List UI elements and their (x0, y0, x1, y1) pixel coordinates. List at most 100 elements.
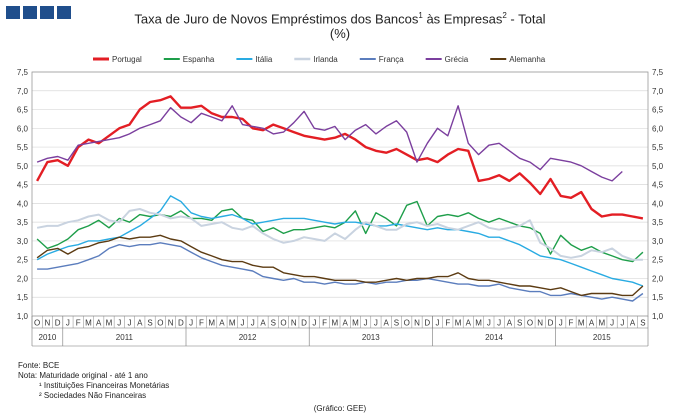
x-month-label: S (147, 319, 152, 328)
y-tick-label-right: 5,5 (652, 143, 664, 152)
x-month-label: N (291, 319, 297, 328)
x-month-label: N (45, 319, 51, 328)
x-year-label: 2011 (116, 333, 134, 342)
y-tick-label-left: 6,0 (17, 124, 29, 133)
x-month-label: F (445, 319, 450, 328)
legend-label: Portugal (112, 55, 142, 64)
logo (6, 6, 71, 19)
x-month-label: F (76, 319, 81, 328)
legend-label: Itália (255, 55, 272, 64)
line-chart: 1,0 1,0 1,5 1,5 2,0 2,0 2,5 2,5 3,0 3,0 3,5 3,5 4,0 4… (17, 55, 664, 347)
y-tick-label-left: 3,5 (17, 218, 29, 227)
y-tick-label-right: 2,0 (652, 274, 664, 283)
x-month-label: A (507, 319, 513, 328)
x-month-label: M (578, 319, 585, 328)
x-month-label: M (475, 319, 482, 328)
x-month-label: O (34, 319, 40, 328)
y-tick-label-right: 4,0 (652, 199, 664, 208)
y-tick-label-left: 1,0 (17, 312, 29, 321)
x-month-label: A (260, 319, 266, 328)
y-tick-label-right: 6,0 (652, 124, 664, 133)
y-tick-label-right: 3,5 (652, 218, 664, 227)
x-month-label: M (106, 319, 113, 328)
x-month-label: S (394, 319, 399, 328)
chart-subtitle: (%) (329, 26, 351, 42)
x-month-label: M (455, 319, 462, 328)
series-line-alemanha (36, 234, 644, 297)
x-month-label: F (322, 319, 327, 328)
x-month-label: J (497, 319, 501, 328)
legend-label: Grécia (445, 55, 469, 64)
y-tick-label-left: 6,5 (17, 106, 29, 115)
series-line-grécia (36, 105, 623, 182)
x-month-label: N (414, 319, 420, 328)
x-year-label: 2014 (485, 333, 503, 342)
x-year-label: 2013 (362, 333, 380, 342)
y-tick-label-left: 4,0 (17, 199, 29, 208)
x-month-label: J (189, 319, 193, 328)
x-month-label: J (436, 319, 440, 328)
chart-title-line1: Taxa de Juro de Novos Empréstimos dos Ba… (134, 11, 546, 27)
maturity-note: Nota: Maturidade original - até 1 ano (18, 371, 148, 380)
x-month-label: D (55, 319, 61, 328)
footnote-1: ¹ Instituições Financeiras Monetárias (39, 381, 170, 390)
series-line-espanha (36, 200, 644, 263)
y-tick-label-right: 7,0 (652, 87, 664, 96)
y-tick-label-right: 2,5 (652, 256, 664, 265)
x-month-label: O (404, 319, 410, 328)
x-year-label: 2015 (593, 333, 611, 342)
y-tick-label-left: 1,5 (17, 293, 29, 302)
y-tick-label-right: 7,5 (652, 68, 664, 77)
x-year-label: 2010 (39, 333, 57, 342)
y-tick-label-left: 4,5 (17, 181, 29, 190)
y-tick-label-right: 6,5 (652, 106, 664, 115)
x-month-label: J (364, 319, 368, 328)
x-month-label: A (342, 319, 348, 328)
x-month-label: M (229, 319, 236, 328)
x-month-label: A (384, 319, 390, 328)
legend-label: Alemanha (509, 55, 546, 64)
x-month-label: J (66, 319, 70, 328)
y-tick-label-left: 7,5 (17, 68, 29, 77)
x-month-label: A (589, 319, 595, 328)
x-month-label: J (128, 319, 132, 328)
y-tick-label-right: 5,0 (652, 162, 664, 171)
y-tick-label-left: 7,0 (17, 87, 29, 96)
x-month-label: J (117, 319, 121, 328)
series-line-irlanda (36, 208, 643, 261)
logo-square (57, 6, 71, 19)
x-month-label: N (168, 319, 174, 328)
y-tick-label-left: 5,0 (17, 162, 29, 171)
chart-credit: (Gráfico: GEE) (313, 404, 367, 413)
legend-label: Espanha (183, 55, 215, 64)
x-month-label: S (517, 319, 522, 328)
x-month-label: O (527, 319, 533, 328)
x-month-label: J (374, 319, 378, 328)
x-month-label: D (178, 319, 184, 328)
logo-square (23, 6, 37, 19)
x-month-label: A (466, 319, 472, 328)
x-month-label: A (137, 319, 143, 328)
y-tick-label-right: 4,5 (652, 181, 664, 190)
x-month-label: A (219, 319, 225, 328)
y-tick-label-left: 2,5 (17, 256, 29, 265)
x-month-label: J (312, 319, 316, 328)
x-month-label: A (630, 319, 636, 328)
x-month-label: J (559, 319, 563, 328)
legend-label: França (379, 55, 404, 64)
x-month-label: A (96, 319, 102, 328)
x-month-label: N (537, 319, 543, 328)
x-month-label: F (569, 319, 574, 328)
x-month-label: J (251, 319, 255, 328)
x-year-label: 2012 (239, 333, 257, 342)
x-month-label: D (301, 319, 307, 328)
y-tick-label-right: 1,0 (652, 312, 664, 321)
series-line-portugal (36, 95, 644, 220)
y-tick-label-left: 3,0 (17, 237, 29, 246)
x-month-label: J (620, 319, 624, 328)
x-month-label: J (240, 319, 244, 328)
x-month-label: J (487, 319, 491, 328)
x-month-label: M (85, 319, 92, 328)
x-month-label: D (548, 319, 554, 328)
x-month-label: F (199, 319, 204, 328)
